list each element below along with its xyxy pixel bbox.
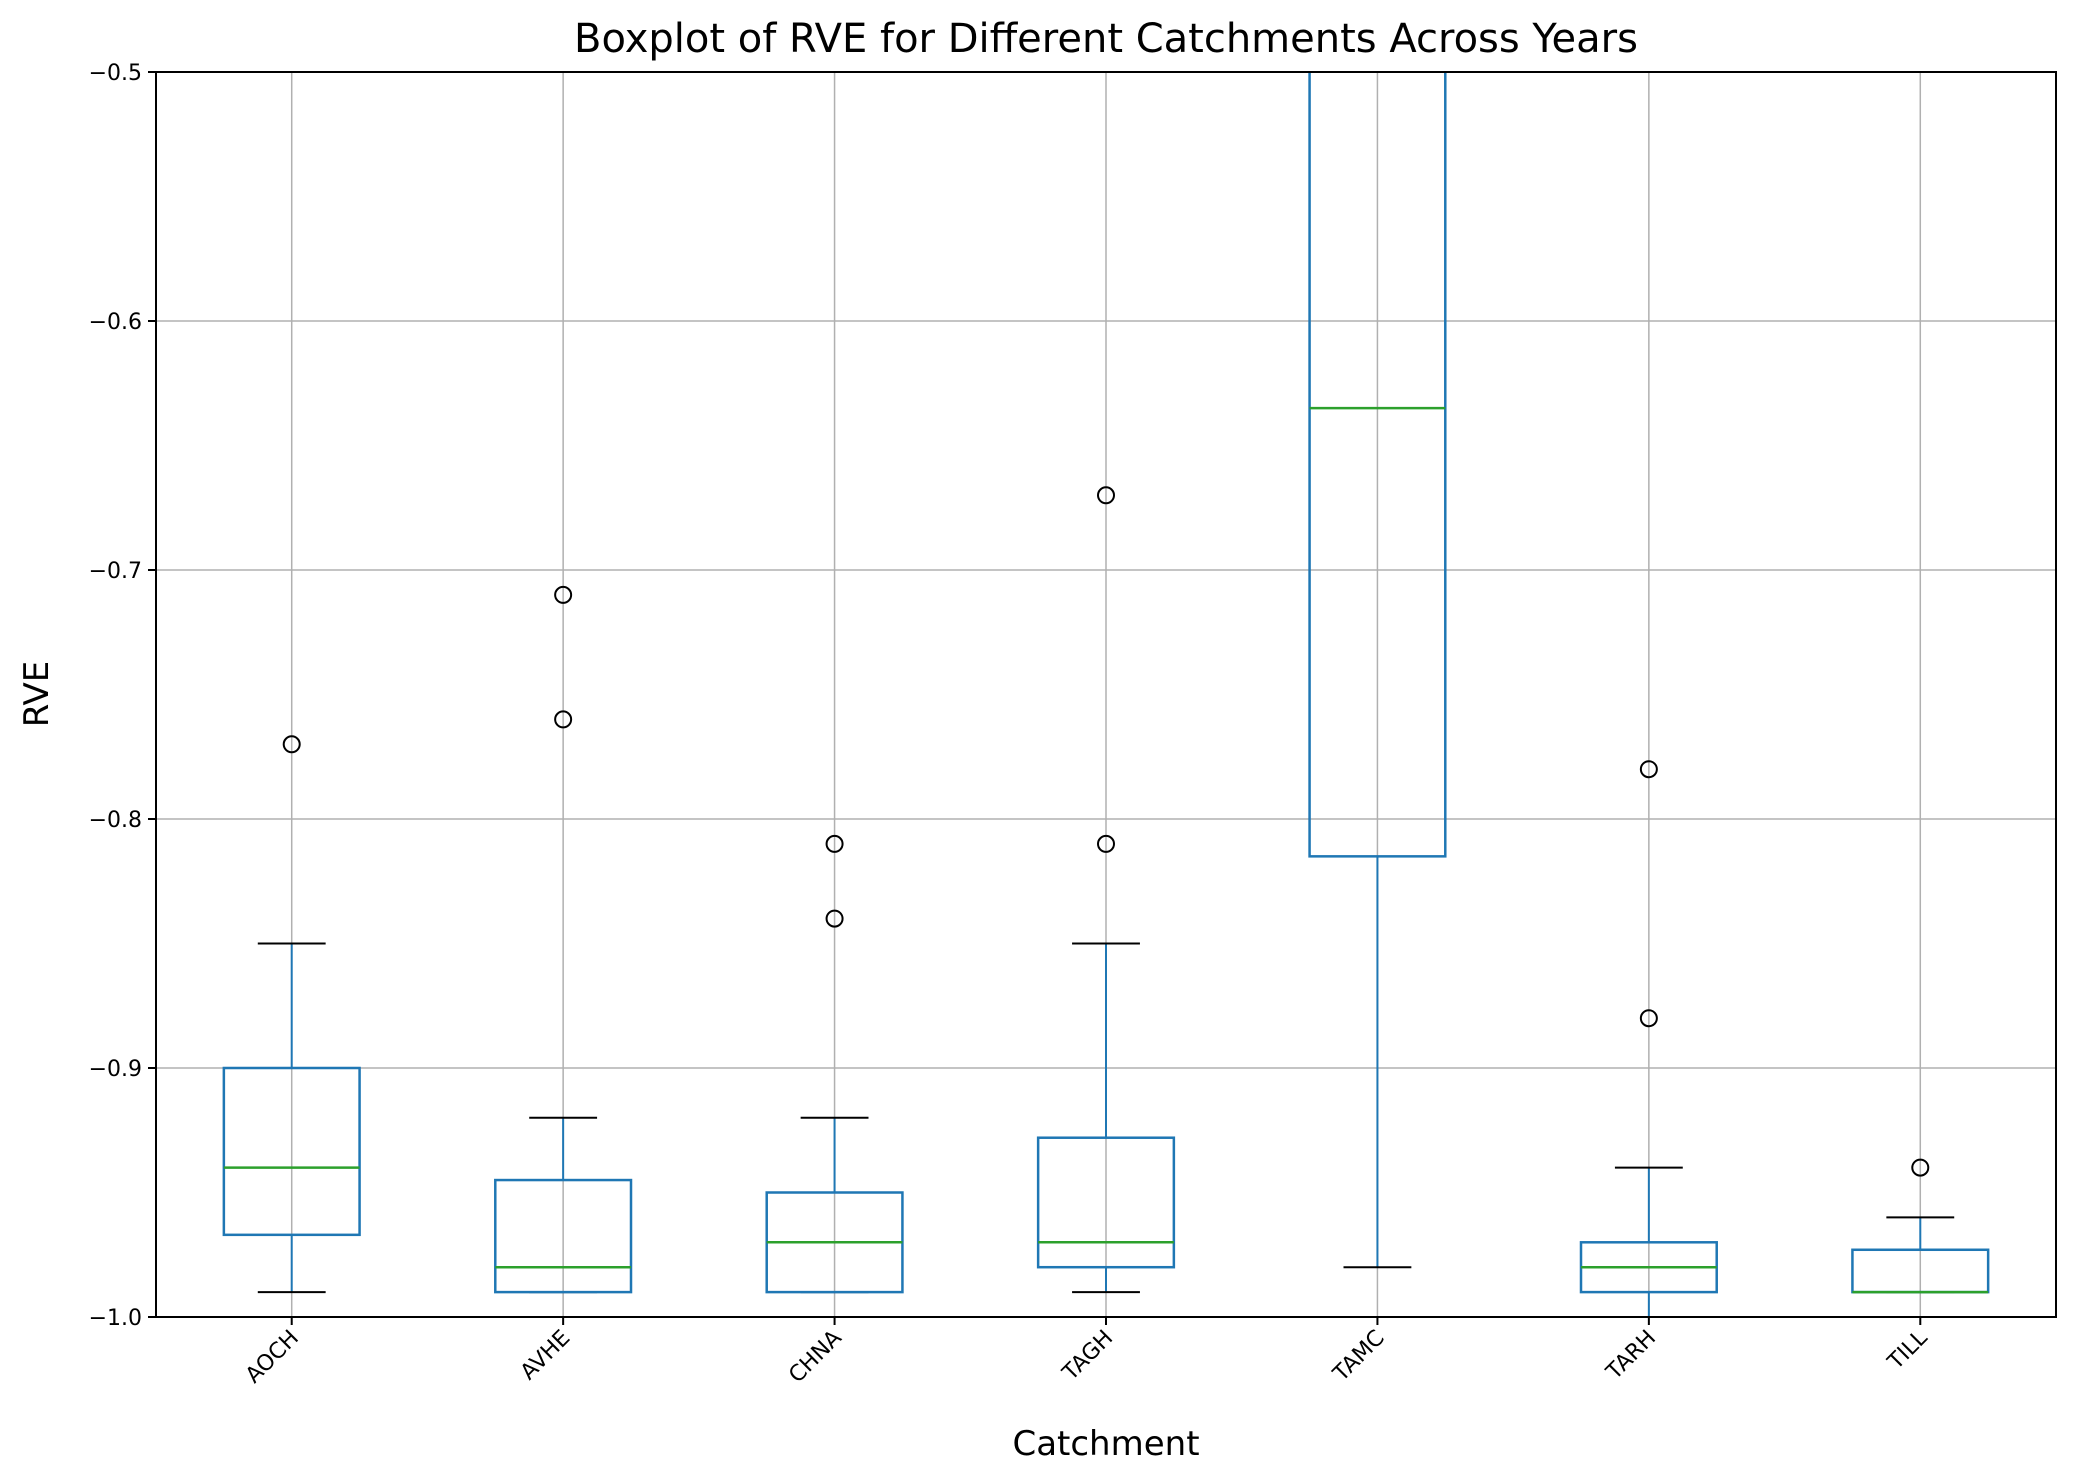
- outlier-point: [1097, 486, 1115, 505]
- box-group-tamc: [1308, 72, 1447, 1269]
- y-axis-label: RVE: [17, 661, 57, 728]
- y-tick-label: −1.0: [89, 1306, 142, 1331]
- y-tick-label: −0.6: [89, 310, 142, 335]
- iqr-box: [494, 1178, 633, 1294]
- x-tick-label: TAGH: [1057, 1326, 1118, 1387]
- outlier-point: [1639, 1009, 1658, 1028]
- outlier-point: [825, 909, 844, 928]
- box-group-avhe: [494, 585, 633, 1294]
- outlier-point: [1911, 1158, 1930, 1177]
- iqr-box: [1036, 1136, 1176, 1269]
- x-tick-label: TARH: [1601, 1326, 1661, 1386]
- y-tick-label: −0.8: [89, 808, 142, 833]
- x-axis-ticks: AOCH AVHE CHNA TAGH TAMC TARH TILL: [241, 1317, 1933, 1388]
- x-tick-label: CHNA: [784, 1326, 847, 1389]
- x-tick-label: AVHE: [516, 1326, 575, 1385]
- outlier-point: [1639, 760, 1658, 779]
- outlier-point: [282, 735, 301, 754]
- iqr-box: [1308, 72, 1447, 858]
- x-tick-label: TILL: [1883, 1325, 1933, 1375]
- y-tick-label: −0.9: [89, 1057, 142, 1082]
- x-tick-label: AOCH: [241, 1326, 304, 1389]
- box-group-tagh: [1036, 486, 1176, 1294]
- outlier-point: [825, 834, 844, 853]
- box-group-aoch: [222, 735, 361, 1294]
- iqr-box: [222, 1066, 361, 1237]
- box-group-chna: [765, 834, 904, 1294]
- y-axis-ticks: −1.0 −0.9 −0.8 −0.7 −0.6 −0.5: [89, 61, 156, 1331]
- outlier-point: [1097, 834, 1115, 853]
- chart-title: Boxplot of RVE for Different Catchments …: [574, 16, 1638, 62]
- outlier-point: [554, 710, 573, 729]
- x-axis-label: Catchment: [1012, 1424, 1199, 1464]
- y-tick-label: −0.5: [89, 61, 142, 86]
- outlier-point: [554, 585, 573, 604]
- x-tick-label: TAMC: [1328, 1326, 1390, 1388]
- y-tick-label: −0.7: [89, 559, 142, 584]
- box-group-till: [1851, 1158, 1990, 1294]
- boxes-layer: [222, 72, 1990, 1317]
- box-group-tarh: [1579, 760, 1718, 1317]
